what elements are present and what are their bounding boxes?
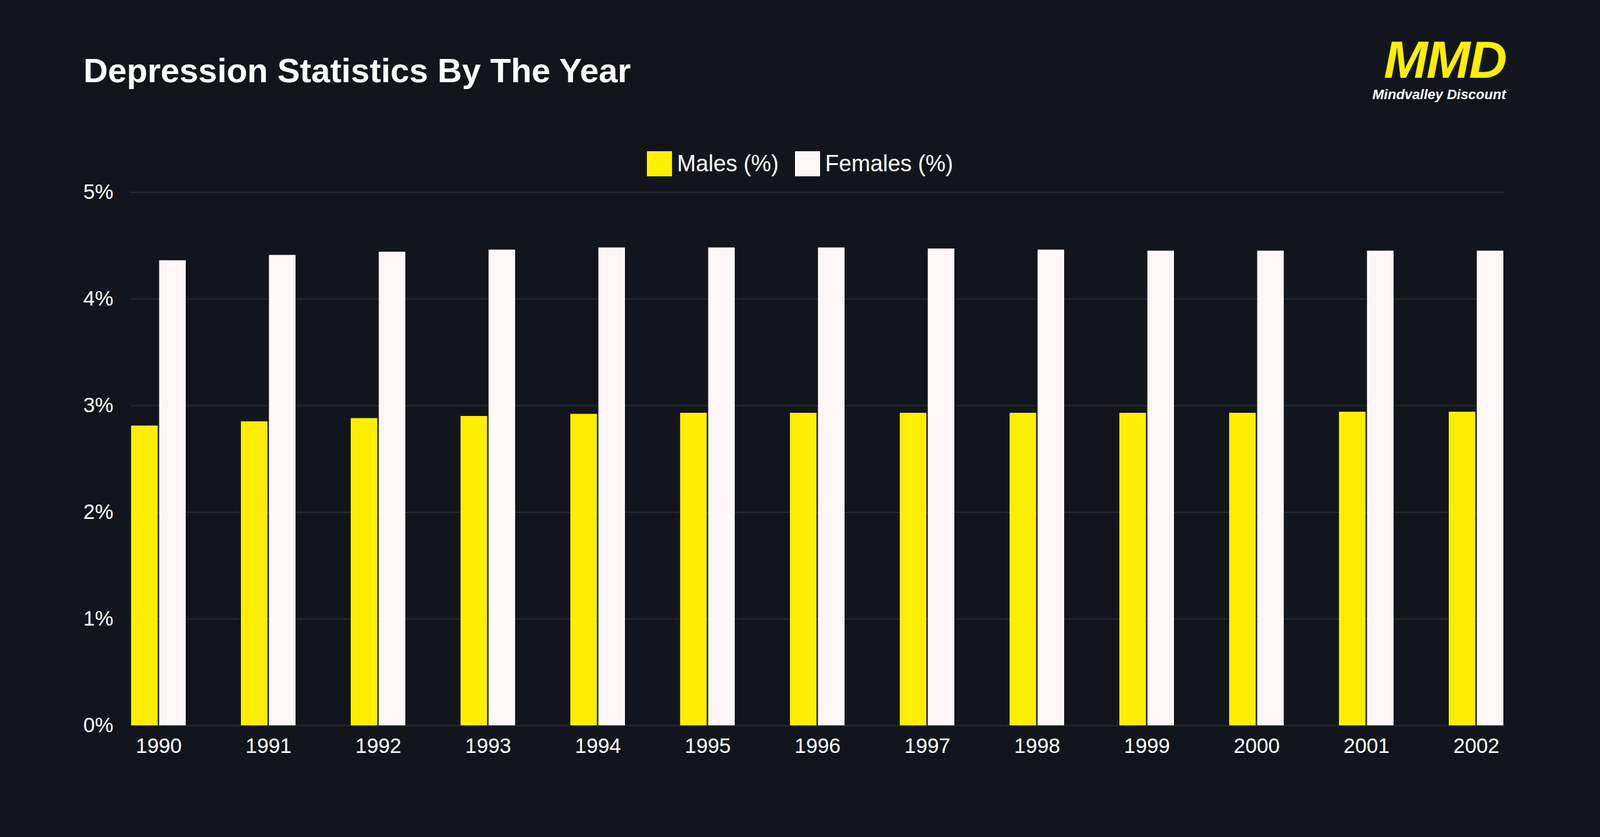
html-text:MMD: MMD [1383,30,1506,90]
svg-text:1993: 1993 [464,734,511,758]
svg-text:2002: 2002 [1453,734,1499,758]
svg-text:5%: 5% [83,180,114,204]
svg-text:0%: 0% [83,713,114,737]
html-text:Depression Statistics By The Y: Depression Statistics By The Year [83,51,631,90]
svg-text:1998: 1998 [1013,734,1060,758]
svg-text:1994: 1994 [574,734,621,758]
svg-text:1995: 1995 [684,734,731,758]
svg-text:1992: 1992 [355,734,401,758]
svg-text:1997: 1997 [904,734,950,758]
html-text:Mindvalley Discount: Mindvalley Discount [1372,86,1506,103]
svg-text:1996: 1996 [794,734,841,758]
svg-text:1%: 1% [83,606,114,630]
html-text:Males (%): Males (%) [677,150,779,177]
svg-text:1990: 1990 [135,734,182,758]
svg-text:1991: 1991 [245,734,292,758]
svg-text:1999: 1999 [1123,734,1170,758]
html-text:Females (%): Females (%) [825,150,954,177]
svg-text:4%: 4% [83,286,114,310]
svg-text:3%: 3% [83,393,114,417]
svg-text:2000: 2000 [1233,734,1280,758]
svg-text:2%: 2% [83,500,114,524]
svg-text:2001: 2001 [1343,734,1390,758]
